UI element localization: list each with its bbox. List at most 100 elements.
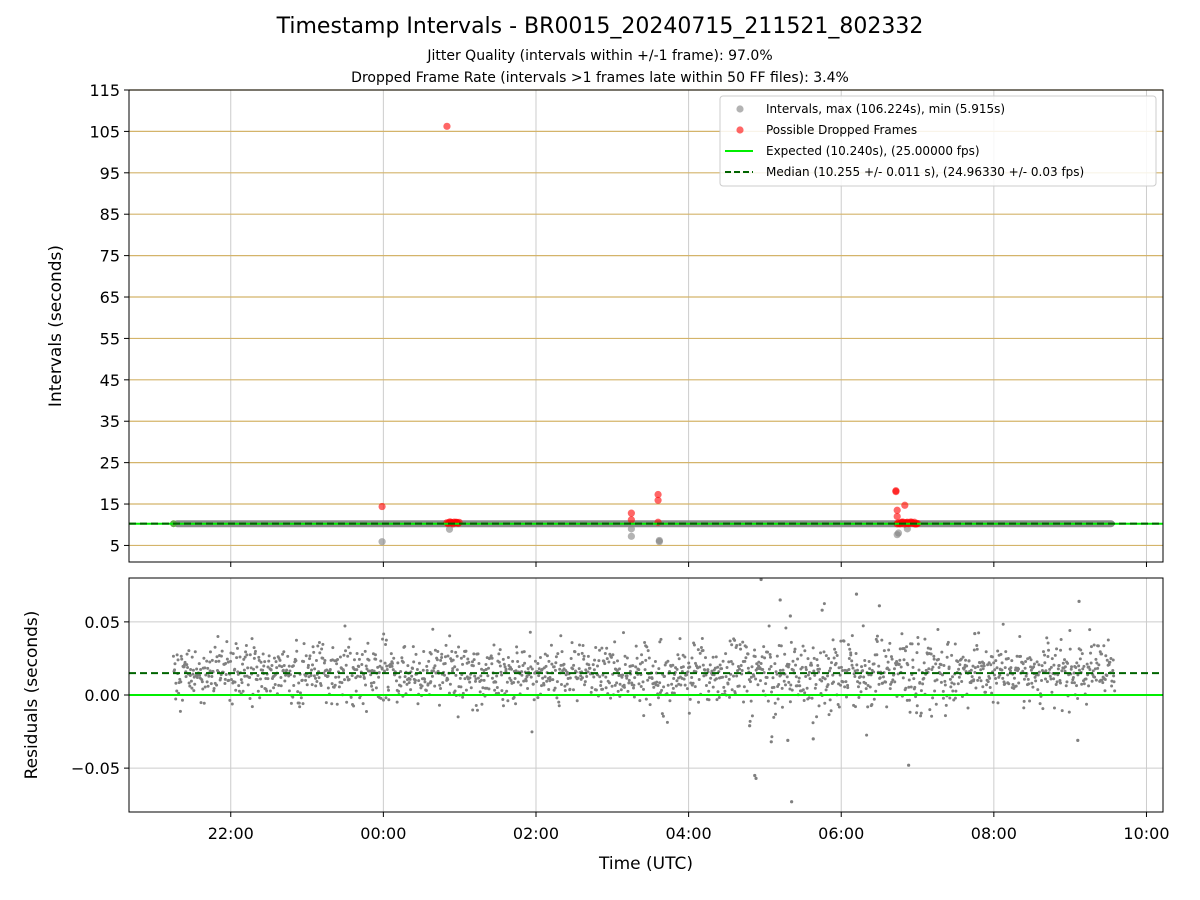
residual-point <box>487 666 491 670</box>
residual-point <box>203 666 207 670</box>
residual-point <box>907 698 911 702</box>
residual-point <box>292 674 296 678</box>
residual-point <box>1029 658 1033 662</box>
residual-point <box>337 675 341 679</box>
residual-point <box>459 656 463 660</box>
residual-point <box>216 635 220 639</box>
residual-point <box>961 655 965 659</box>
residual-point <box>671 686 675 690</box>
residual-point <box>750 665 754 669</box>
residual-point <box>1017 681 1021 685</box>
residual-point <box>279 675 283 679</box>
residual-point <box>862 675 866 679</box>
residual-point <box>470 660 474 664</box>
residual-point <box>820 679 824 683</box>
residual-outlier-point <box>877 604 881 608</box>
residual-point <box>188 684 192 688</box>
residual-point <box>950 675 954 679</box>
residual-point <box>533 659 537 663</box>
residual-point <box>946 640 950 644</box>
residual-point <box>381 698 385 702</box>
residual-point <box>1030 681 1034 685</box>
residual-point <box>678 637 682 641</box>
residual-point <box>929 652 933 656</box>
residual-point <box>827 657 831 661</box>
residual-point <box>385 664 389 668</box>
residual-point <box>311 663 315 667</box>
residual-point <box>477 662 481 666</box>
residual-point <box>199 701 203 705</box>
residual-point <box>863 659 867 663</box>
residual-point <box>230 702 234 706</box>
residual-point <box>382 632 386 636</box>
residual-outlier-point <box>820 608 824 612</box>
residual-point <box>1031 685 1035 689</box>
residual-point <box>770 690 774 694</box>
residual-point <box>1049 665 1053 669</box>
dropped-frame-point <box>443 122 451 130</box>
residual-point <box>257 655 261 659</box>
residual-point <box>314 658 318 662</box>
residual-point <box>248 653 252 657</box>
residual-point <box>202 656 206 660</box>
residual-point <box>683 655 687 659</box>
residual-point <box>937 666 941 670</box>
residual-point <box>199 668 203 672</box>
residual-point <box>966 706 970 710</box>
residual-point <box>718 663 722 667</box>
residual-point <box>382 669 386 673</box>
residual-point <box>583 680 587 684</box>
residual-point <box>849 653 853 657</box>
residual-point <box>892 667 896 671</box>
residual-point <box>514 669 518 673</box>
residual-point <box>1044 669 1048 673</box>
residual-point <box>207 674 211 678</box>
residual-point <box>637 682 641 686</box>
residual-point <box>799 653 803 657</box>
residual-point <box>392 656 396 660</box>
residual-point <box>926 646 930 650</box>
residual-point <box>992 661 996 665</box>
residual-point <box>788 700 792 704</box>
residual-point <box>334 675 338 679</box>
residual-point <box>384 696 388 700</box>
residual-point <box>804 674 808 678</box>
residual-point <box>587 663 591 667</box>
residual-point <box>206 666 210 670</box>
residual-point <box>270 663 274 667</box>
residual-point <box>256 674 260 678</box>
residual-point <box>615 659 619 663</box>
residual-point <box>577 652 581 656</box>
residual-point <box>1113 689 1117 693</box>
residual-point <box>791 659 795 663</box>
residual-point <box>759 661 763 665</box>
residual-point <box>1077 664 1081 668</box>
residual-point <box>845 695 849 699</box>
residual-point <box>345 675 349 679</box>
residual-point <box>658 681 662 685</box>
residual-point <box>340 681 344 685</box>
residual-point <box>1023 666 1027 670</box>
residual-point <box>717 696 721 700</box>
residual-point <box>560 650 564 654</box>
dropped-frame-point <box>654 518 662 526</box>
residual-point <box>1069 667 1073 671</box>
residual-point <box>957 667 961 671</box>
residual-point <box>909 685 913 689</box>
residual-point <box>484 662 488 666</box>
residual-point <box>535 680 539 684</box>
dropped-frame-point <box>893 506 901 514</box>
residual-point <box>1096 644 1100 648</box>
residual-point <box>761 689 765 693</box>
residual-point <box>554 661 558 665</box>
bottom-data-layer <box>129 578 1163 804</box>
dropped-frame-point <box>378 502 386 511</box>
residual-point <box>225 657 229 661</box>
residual-point <box>662 685 666 689</box>
residual-point <box>826 674 830 678</box>
intervals-panel: 5 15 25 35 45 55 65 75 85 95 105 115 Intervals (seco… <box>46 81 1164 567</box>
residual-point <box>781 668 785 672</box>
residual-point <box>583 683 587 687</box>
residual-point <box>1011 682 1015 686</box>
residual-point <box>782 679 786 683</box>
